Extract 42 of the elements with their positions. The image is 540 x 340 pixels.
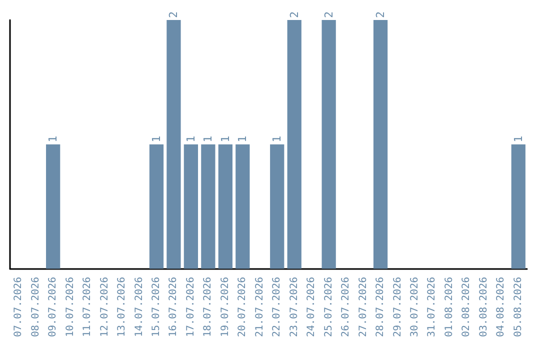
x-tick-label: 20.07.2026	[237, 276, 248, 338]
x-tick-label: 16.07.2026	[168, 276, 180, 338]
data-label: 1	[184, 136, 198, 142]
x-tick-label: 11.07.2026	[82, 276, 94, 338]
x-tick-label: 05.08.2026	[512, 276, 524, 338]
x-tick-label: 08.07.2026	[30, 276, 42, 338]
data-label: 1	[218, 136, 232, 142]
data-label: 2	[288, 11, 301, 18]
x-tick-label: 01.08.2026	[444, 276, 455, 338]
x-tick-label: 28.07.2026	[375, 276, 386, 338]
x-tick-label: 22.07.2026	[272, 276, 283, 338]
x-tick-label: 18.07.2026	[202, 276, 214, 338]
x-tick-label: 26.07.2026	[340, 276, 352, 338]
x-tick-label: 31.07.2026	[426, 276, 438, 338]
x-tick-label: 07.07.2026	[13, 276, 24, 338]
x-tick-label: 29.07.2026	[392, 276, 404, 338]
data-label: 2	[322, 11, 336, 18]
x-tick-label: 03.08.2026	[478, 276, 490, 338]
x-tick-label: 23.07.2026	[288, 276, 300, 338]
data-label: 1	[512, 136, 525, 142]
x-tick-label: 27.07.2026	[358, 276, 369, 338]
x-tick-label: 12.07.2026	[99, 276, 110, 338]
data-label: 1	[202, 136, 215, 142]
x-tick-label: 13.07.2026	[116, 276, 128, 338]
x-tick-label: 15.07.2026	[150, 276, 162, 338]
data-label: 1	[236, 136, 250, 142]
data-label: 1	[46, 136, 60, 142]
x-tick-label: 25.07.2026	[323, 276, 334, 338]
x-tick-label: 30.07.2026	[409, 276, 420, 338]
x-tick-label: 14.07.2026	[134, 276, 145, 338]
data-label: 1	[270, 136, 284, 142]
data-label: 2	[374, 11, 388, 18]
x-tick-label: 10.07.2026	[64, 276, 76, 338]
data-label: 1	[150, 136, 163, 142]
data-label: 2	[167, 11, 180, 18]
x-tick-label: 19.07.2026	[220, 276, 231, 338]
x-tick-label: 17.07.2026	[185, 276, 196, 338]
x-tick-label: 21.07.2026	[254, 276, 266, 338]
x-tick-label: 04.08.2026	[496, 276, 507, 338]
x-tick-label: 24.07.2026	[306, 276, 318, 338]
x-tick-label: 09.07.2026	[48, 276, 59, 338]
x-tick-label: 02.08.2026	[461, 276, 472, 338]
